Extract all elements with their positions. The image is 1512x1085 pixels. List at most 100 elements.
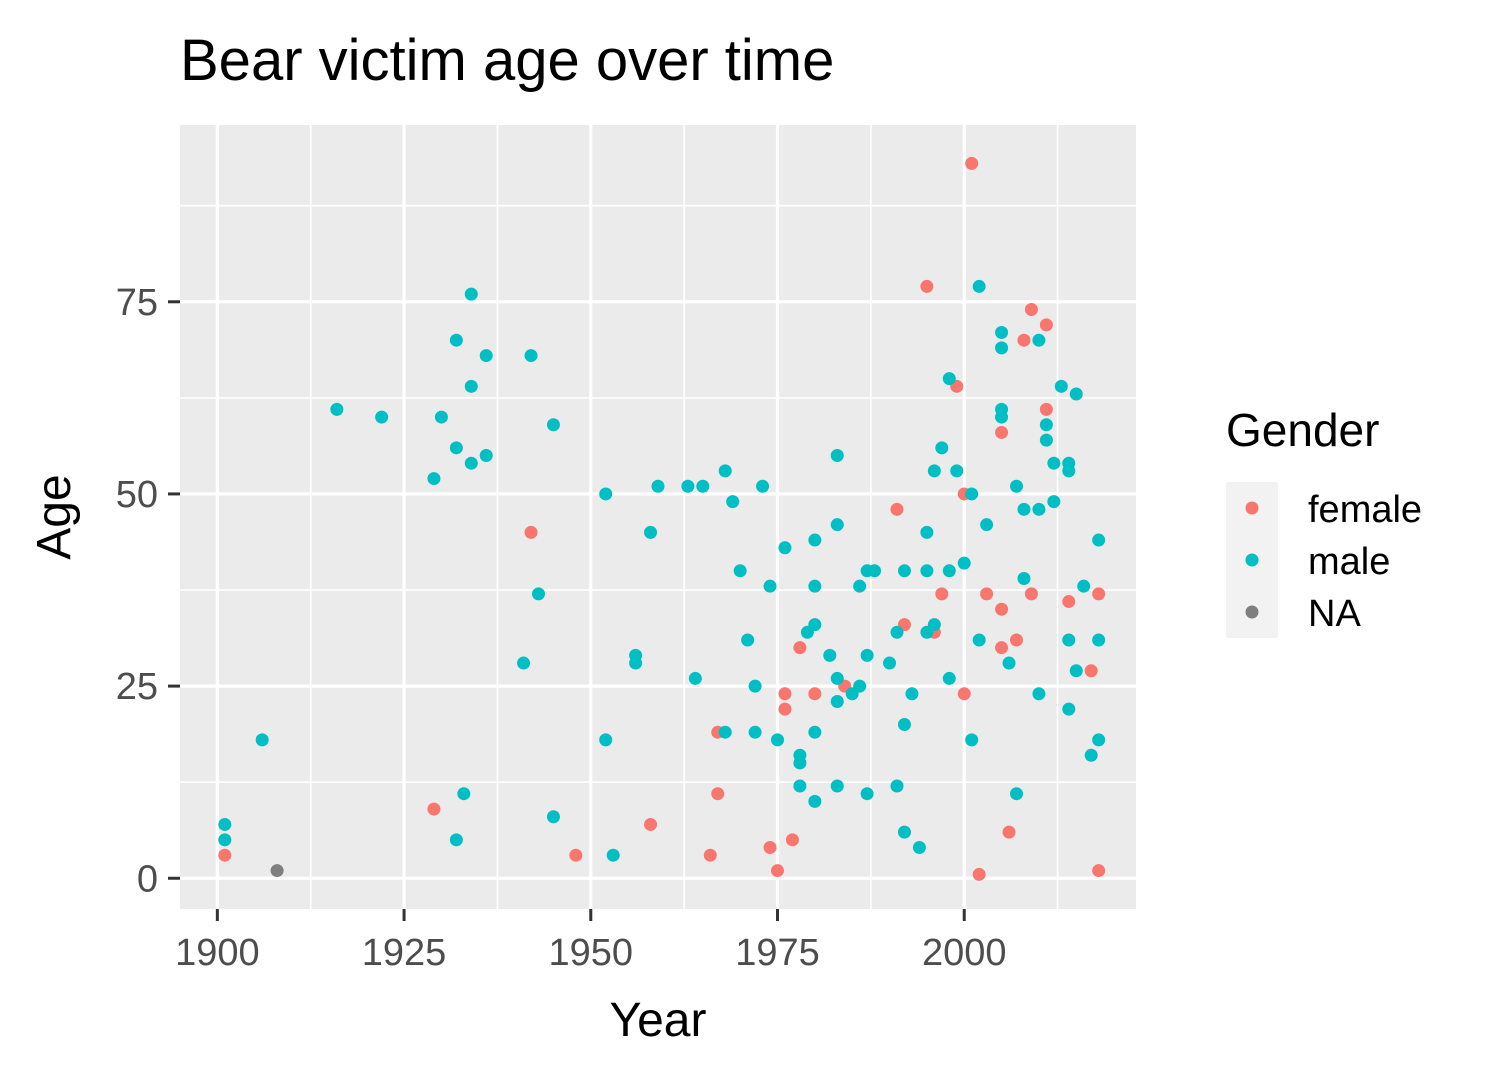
y-axis-title: Age: [28, 474, 81, 559]
data-point-male: [532, 587, 545, 601]
data-point-male: [890, 625, 904, 639]
data-point-female: [980, 587, 994, 601]
data-point-female: [763, 841, 777, 855]
data-point-male: [980, 518, 994, 532]
data-point-male: [995, 326, 1009, 340]
data-point-male: [517, 656, 531, 670]
data-point-male: [1069, 664, 1083, 678]
chart-title: Bear victim age over time: [180, 28, 834, 93]
data-point-male: [995, 341, 1009, 355]
legend-label-male: male: [1308, 541, 1390, 583]
data-point-male: [942, 671, 956, 685]
data-point-female: [920, 279, 934, 293]
data-point-male: [778, 541, 792, 555]
data-point-male: [793, 779, 807, 793]
data-point-male: [524, 349, 538, 363]
data-point-male: [935, 441, 949, 455]
data-point-male: [464, 379, 478, 393]
data-point-female: [778, 702, 792, 716]
data-point-male: [688, 671, 702, 685]
data-point-female: [1024, 587, 1038, 601]
data-point-male: [890, 779, 904, 793]
data-point-female: [1039, 318, 1053, 332]
data-point-male: [629, 656, 643, 670]
data-point-female: [1062, 595, 1076, 609]
data-point-female: [793, 641, 807, 655]
data-point-female: [995, 425, 1009, 439]
data-point-male: [853, 579, 867, 593]
data-point-female: [1017, 333, 1031, 347]
data-point-female: [569, 848, 583, 862]
data-point-female: [935, 587, 949, 601]
data-point-male: [1002, 656, 1016, 670]
data-point-male: [330, 402, 344, 416]
x-axis: 1900 1925 1950 1975 2000: [175, 909, 1006, 974]
data-point-female: [890, 502, 904, 516]
data-point-male: [427, 472, 441, 486]
data-point-male: [830, 694, 844, 708]
data-point-female: [995, 641, 1009, 655]
x-tick-label: 1950: [549, 932, 634, 974]
data-point-male: [1054, 379, 1068, 393]
data-point-male: [1032, 502, 1046, 516]
data-point-male: [763, 579, 777, 593]
data-point-male: [1039, 418, 1053, 432]
data-point-male: [255, 733, 269, 747]
data-point-male: [449, 333, 463, 347]
data-point-female: [965, 156, 979, 170]
data-point-male: [912, 841, 926, 855]
y-tick-label: 0: [137, 858, 158, 900]
y-tick-label: 50: [116, 474, 158, 516]
legend-title: Gender: [1226, 404, 1379, 456]
data-point-male: [718, 725, 732, 739]
data-point-female: [218, 848, 232, 862]
data-point-male: [651, 479, 665, 493]
data-point-male: [808, 725, 822, 739]
data-point-male: [1062, 702, 1076, 716]
data-point-male: [942, 564, 956, 578]
data-point-male: [920, 564, 934, 578]
data-point-female: [771, 864, 784, 878]
data-point-male: [965, 733, 979, 747]
legend: Gender female male NA: [1226, 404, 1422, 638]
data-point-female: [711, 787, 725, 801]
data-point-female: [808, 687, 822, 701]
data-point-male: [995, 410, 1009, 424]
data-point-male: [771, 733, 784, 747]
data-point-male: [449, 833, 463, 847]
data-point-male: [830, 671, 844, 685]
data-point-male: [606, 848, 620, 862]
data-point-male: [972, 633, 986, 647]
data-point-female: [427, 802, 441, 816]
data-point-male: [972, 279, 986, 293]
data-point-female: [778, 687, 792, 701]
data-point-male: [897, 718, 911, 732]
data-point-male: [1039, 433, 1053, 447]
data-point-female: [972, 867, 986, 881]
data-point-male: [1032, 687, 1046, 701]
x-tick-label: 2000: [922, 932, 1007, 974]
y-axis: 0 25 50 75: [116, 282, 180, 900]
data-points: [218, 156, 1106, 881]
data-point-male: [808, 533, 822, 547]
data-point-male: [942, 372, 956, 386]
data-point-male: [1062, 464, 1076, 478]
data-point-male: [883, 656, 897, 670]
data-point-male: [965, 487, 979, 501]
data-point-female: [1024, 302, 1038, 316]
plot-panel: [180, 125, 1136, 909]
data-point-male: [546, 810, 560, 824]
data-point-female: [1084, 664, 1098, 678]
data-point-male: [950, 464, 964, 478]
data-point-male: [860, 648, 874, 662]
data-point-female: [995, 602, 1009, 616]
data-point-male: [808, 618, 822, 632]
data-point-male: [1047, 495, 1061, 509]
data-point-male: [546, 418, 560, 432]
y-tick-label: 25: [116, 666, 158, 708]
data-point-male: [644, 525, 658, 539]
data-point-male: [748, 725, 762, 739]
x-tick-label: 1900: [175, 932, 260, 974]
data-point-male: [375, 410, 389, 424]
data-point-male: [748, 679, 762, 693]
